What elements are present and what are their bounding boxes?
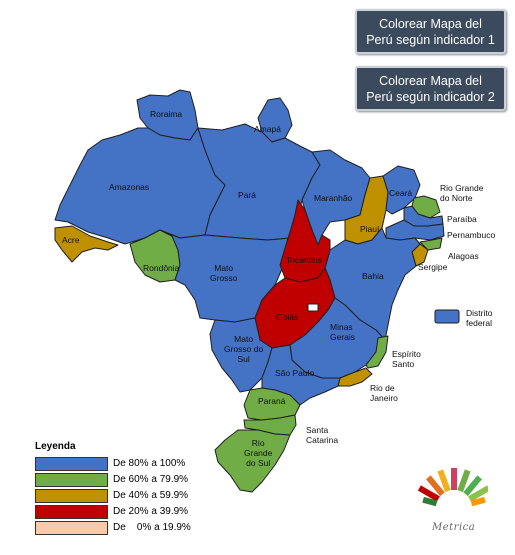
state-maranhao[interactable] — [301, 149, 371, 246]
state-rio-grande-do-sul[interactable] — [214, 429, 291, 493]
state-ceara[interactable] — [382, 165, 421, 215]
label-parana: Paraná — [258, 396, 286, 406]
label-sao-paulo: São Paulo — [275, 368, 315, 378]
label-mig-line1: Minas — [330, 322, 353, 332]
legend-item: De 0% a 19.9% — [35, 521, 195, 536]
label-es-line1: Espírito — [392, 349, 421, 359]
state-acre[interactable] — [54, 225, 119, 263]
label-goias: Goiás — [276, 312, 299, 322]
label-rio-grande-do-sul: Rio Grande do Sul — [244, 438, 272, 468]
label-mato-grosso-do-sul: Mato Grosso do Sul — [224, 334, 263, 364]
label-rj-line2: Janeiro — [370, 393, 398, 403]
label-mgs-line3: Sul — [237, 354, 250, 364]
label-roraima: Roraima — [150, 109, 183, 119]
legend-label: De 0% a 19.9% — [113, 522, 191, 533]
legend-swatch — [35, 521, 108, 535]
label-piaui: Piauí — [360, 224, 380, 234]
label-rio-grande-do-norte: Rio Grande do Norte — [440, 183, 483, 203]
state-distrito-federal[interactable] — [434, 309, 460, 324]
label-rgs-line1: Rio — [251, 438, 265, 448]
legend-item: De 20% a 39.9% — [35, 505, 195, 520]
label-amapa: Amapá — [254, 124, 281, 134]
label-santa-catarina: Santa Catarina — [306, 425, 338, 445]
label-mig-line2: Gerais — [330, 332, 356, 342]
label-bahia: Bahia — [362, 271, 384, 281]
label-amazonas: Amazonas — [109, 182, 150, 192]
label-sergipe: Sergipe — [418, 262, 448, 272]
legend-item: De 80% a 100% — [35, 457, 195, 472]
label-acre: Acre — [62, 235, 80, 245]
legend-label: De 20% a 39.9% — [113, 506, 189, 517]
label-df-line2: federal — [466, 318, 492, 328]
label-sc-line1: Santa — [306, 425, 329, 435]
legend-swatch — [35, 489, 108, 503]
state-sao-paulo[interactable] — [261, 344, 341, 406]
button1-line2: Perú según indicador 1 — [366, 32, 495, 47]
label-sc-line2: Catarina — [306, 435, 339, 445]
label-paraiba: Paraíba — [447, 214, 477, 224]
state-espirito-santo[interactable] — [365, 335, 389, 369]
legend-swatch — [35, 473, 108, 487]
legend-title: Leyenda — [35, 441, 76, 452]
colorear-indicador-2-button[interactable]: Colorear Mapa del Perú según indicador 2 — [355, 66, 506, 111]
label-maranhao: Maranhão — [314, 193, 353, 203]
colorear-indicador-1-button[interactable]: Colorear Mapa del Perú según indicador 1 — [355, 9, 506, 54]
label-pernambuco: Pernambuco — [447, 230, 496, 240]
legend-label: De 40% a 59.9% — [113, 490, 189, 501]
label-mgs-line1: Mato — [234, 334, 254, 344]
button2-line2: Perú según indicador 2 — [366, 89, 495, 104]
button2-line1: Colorear Mapa del — [379, 73, 482, 88]
label-es-line2: Santo — [392, 359, 415, 369]
label-mg-line1: Mato — [214, 263, 234, 273]
label-rgs-line3: do Sul — [246, 458, 271, 468]
label-mato-grosso: Mato Grosso — [210, 263, 237, 283]
label-tocantins: Tocantins — [286, 255, 322, 265]
label-minas-gerais: Minas Gerais — [330, 322, 355, 342]
label-df-line1: Distrito — [466, 308, 493, 318]
legend-item: De 40% a 59.9% — [35, 489, 195, 504]
metrica-logo-icon — [418, 468, 488, 507]
label-rgn-line2: do Norte — [440, 193, 473, 203]
label-rj-line1: Rio de — [370, 383, 395, 393]
button1-line1: Colorear Mapa del — [379, 16, 482, 31]
label-alagoas: Alagoas — [448, 251, 479, 261]
label-rgs-line2: Grande — [244, 448, 273, 458]
state-mato-grosso-do-sul[interactable] — [209, 317, 273, 393]
state-rio-de-janeiro[interactable] — [337, 367, 373, 387]
label-rgn-line1: Rio Grande — [440, 183, 484, 193]
label-distrito-federal: Distrito federal — [466, 308, 492, 328]
legend-label: De 80% a 100% — [113, 458, 186, 469]
label-rio-de-janeiro: Rio de Janeiro — [370, 383, 398, 403]
metrica-logo-text: Metrica — [432, 522, 476, 533]
label-ceara: Ceará — [389, 188, 413, 198]
label-espirito-santo: Espírito Santo — [392, 349, 421, 369]
label-mgs-line2: Grosso do — [224, 344, 264, 354]
label-rondonia: Rondônia — [143, 263, 180, 273]
legend-swatch — [35, 457, 108, 471]
legend-label: De 60% a 79.9% — [113, 474, 189, 485]
legend-swatch — [35, 505, 108, 519]
legend-item: De 60% a 79.9% — [35, 473, 195, 488]
state-santa-catarina[interactable] — [243, 414, 297, 436]
label-para: Pará — [238, 190, 256, 200]
label-mg-line2: Grosso — [210, 273, 238, 283]
state-distrito-federal-marker[interactable] — [307, 303, 319, 312]
